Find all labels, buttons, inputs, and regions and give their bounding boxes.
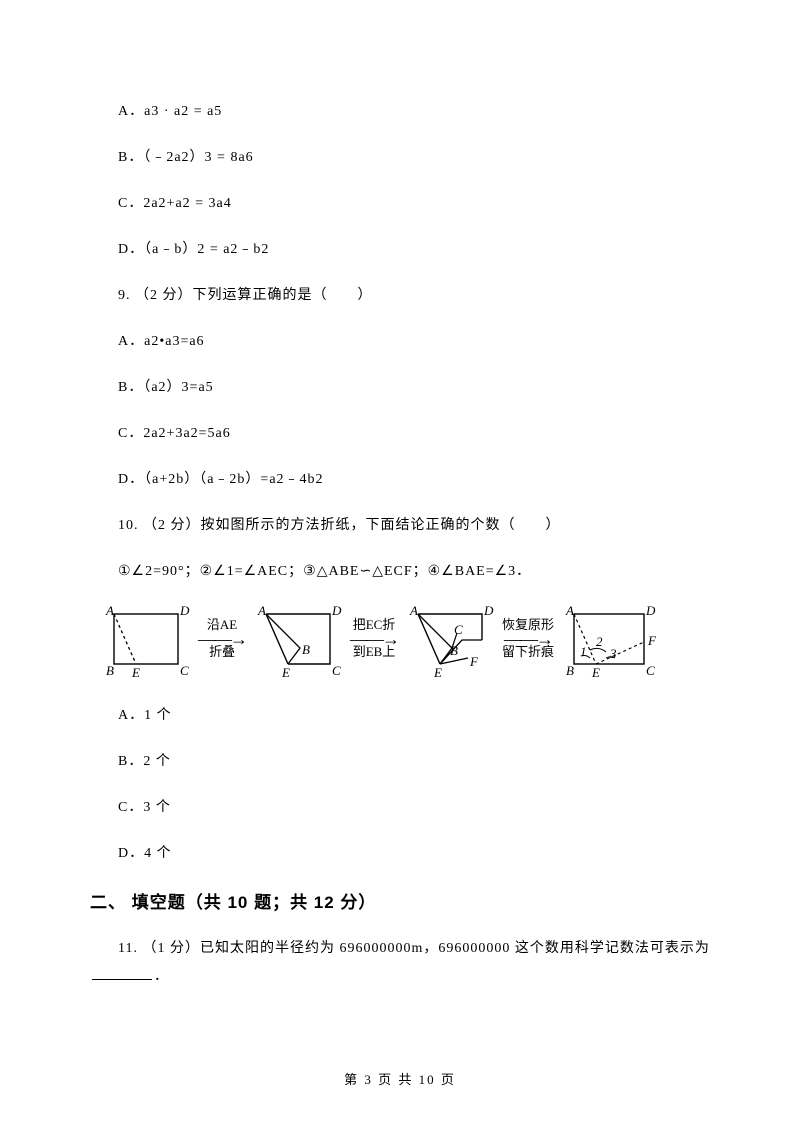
fig-panel-4: 1 2 3 A D B E C F bbox=[560, 600, 658, 678]
fig-panel-1: A D B E C bbox=[100, 600, 192, 678]
q9-c: C．2a2+3a2=5a6 bbox=[90, 422, 710, 442]
page-footer: 第 3 页 共 10 页 bbox=[0, 1069, 800, 1088]
lbl2-B: B bbox=[302, 642, 310, 657]
lbl3-A: A bbox=[409, 603, 418, 618]
lbl4-2: 2 bbox=[596, 634, 603, 649]
q10-c: C．3 个 bbox=[90, 796, 710, 816]
lbl-C: C bbox=[180, 663, 189, 678]
fig-panel-3: A D C B E F bbox=[404, 600, 496, 678]
lbl-B: B bbox=[106, 663, 114, 678]
opt-top-b: B．（﹣2a2）3 = 8a6 bbox=[90, 146, 710, 166]
arrow3-bot: 留下折痕 bbox=[502, 645, 554, 659]
fig-arrow-3: 恢复原形 ——→ 留下折痕 bbox=[502, 618, 554, 659]
q9-d: D．（a+2b）（a﹣2b）=a2﹣4b2 bbox=[90, 468, 710, 488]
q10-stem: 10. （2 分）按如图所示的方法折纸，下面结论正确的个数（ ） bbox=[90, 514, 710, 534]
q9-b: B．（a2）3=a5 bbox=[90, 376, 710, 396]
q10-figure: A D B E C 沿AE ——→ 折叠 A D B E C 把EC折 ——→ … bbox=[90, 600, 710, 678]
lbl2-E: E bbox=[281, 665, 290, 678]
fig-panel-2: A D B E C bbox=[252, 600, 344, 678]
opt-top-a: A．a3 · a2 = a5 bbox=[90, 100, 710, 120]
lbl4-F: F bbox=[647, 633, 657, 648]
lbl-D: D bbox=[179, 603, 190, 618]
lbl4-1: 1 bbox=[580, 644, 587, 659]
q10-d: D．4 个 bbox=[90, 842, 710, 862]
opt-top-c: C．2a2+a2 = 3a4 bbox=[90, 192, 710, 212]
lbl3-C: C bbox=[454, 622, 463, 637]
lbl2-A: A bbox=[257, 603, 266, 618]
lbl4-C: C bbox=[646, 663, 655, 678]
q10-a: A．1 个 bbox=[90, 704, 710, 724]
q11-prefix: 11. （1 分）已知太阳的半径约为 696000000m，696000000 … bbox=[118, 941, 710, 956]
q9-a: A．a2•a3=a6 bbox=[90, 330, 710, 350]
lbl-A: A bbox=[105, 603, 114, 618]
q11-blank[interactable] bbox=[92, 966, 152, 980]
arrow1-bot: 折叠 bbox=[209, 645, 235, 659]
fig-arrow-2: 把EC折 ——→ 到EB上 bbox=[350, 618, 398, 659]
lbl4-A: A bbox=[565, 603, 574, 618]
lbl4-3: 3 bbox=[609, 646, 617, 661]
lbl2-C: C bbox=[332, 663, 341, 678]
q11: 11. （1 分）已知太阳的半径约为 696000000m，696000000 … bbox=[90, 935, 710, 991]
lbl4-B: B bbox=[566, 663, 574, 678]
opt-top-d: D．（a﹣b）2 = a2﹣b2 bbox=[90, 238, 710, 258]
lbl4-D: D bbox=[645, 603, 656, 618]
section-2-title: 二、 填空题（共 10 题；共 12 分） bbox=[90, 888, 710, 913]
q10-statement: ①∠2=90°；②∠1=∠AEC；③△ABE∽△ECF；④∠BAE=∠3． bbox=[90, 560, 710, 580]
lbl3-D: D bbox=[483, 603, 494, 618]
lbl3-B: B bbox=[450, 643, 458, 658]
lbl-E: E bbox=[131, 665, 140, 678]
q10-b: B．2 个 bbox=[90, 750, 710, 770]
fig-arrow-1: 沿AE ——→ 折叠 bbox=[198, 618, 246, 659]
lbl2-D: D bbox=[331, 603, 342, 618]
lbl3-E: E bbox=[433, 665, 442, 678]
q9-stem: 9. （2 分）下列运算正确的是（ ） bbox=[90, 284, 710, 304]
q11-suffix: ． bbox=[154, 969, 169, 984]
lbl3-F: F bbox=[469, 654, 479, 669]
arrow2-bot: 到EB上 bbox=[353, 645, 396, 659]
lbl4-E: E bbox=[591, 665, 600, 678]
